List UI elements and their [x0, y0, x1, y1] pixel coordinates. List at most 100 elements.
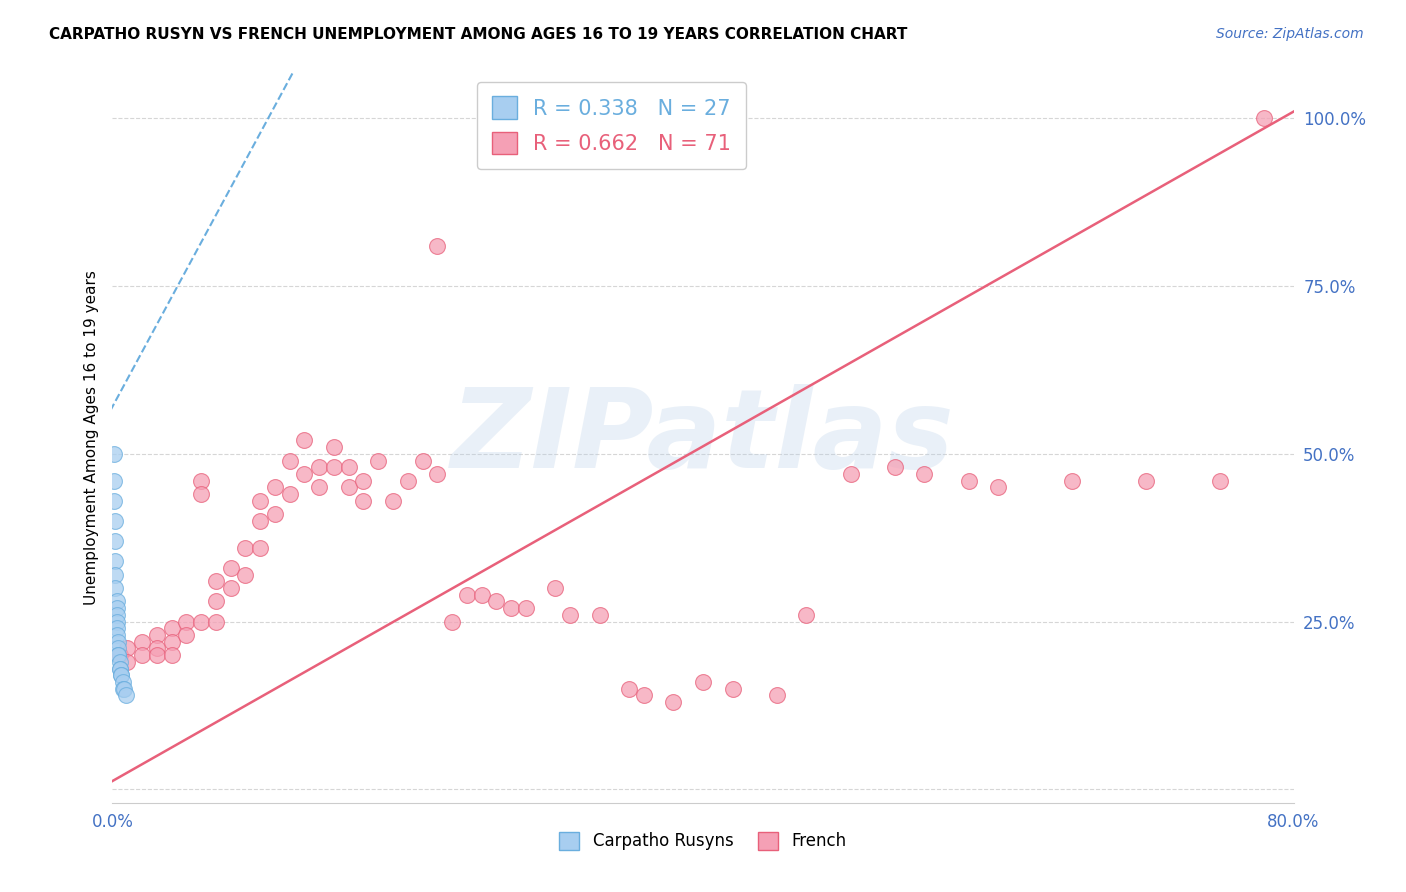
Point — [233, 541, 256, 555]
Point — [470, 588, 494, 602]
Point — [205, 574, 228, 589]
Point — [249, 493, 271, 508]
Point — [1135, 474, 1157, 488]
Point — [323, 460, 346, 475]
Point — [190, 474, 212, 488]
Point — [146, 648, 169, 662]
Point — [107, 634, 129, 648]
Point — [219, 561, 242, 575]
Point — [337, 480, 360, 494]
Point — [1062, 474, 1084, 488]
Point — [146, 641, 169, 656]
Point — [456, 588, 478, 602]
Point — [1208, 474, 1232, 488]
Point — [264, 508, 287, 522]
Point — [114, 689, 136, 703]
Point — [292, 434, 315, 448]
Point — [249, 514, 271, 528]
Point — [884, 460, 907, 475]
Point — [104, 554, 127, 568]
Point — [108, 655, 131, 669]
Point — [292, 467, 315, 481]
Point — [692, 675, 714, 690]
Point — [308, 480, 330, 494]
Point — [205, 594, 228, 608]
Point — [544, 581, 567, 595]
Point — [249, 541, 271, 555]
Point — [588, 607, 610, 622]
Point — [110, 668, 132, 682]
Point — [160, 621, 183, 635]
Point — [233, 567, 256, 582]
Point — [957, 474, 980, 488]
Point — [107, 648, 129, 662]
Point — [104, 534, 127, 549]
Point — [108, 662, 131, 676]
Point — [160, 634, 183, 648]
Point — [426, 239, 449, 253]
Point — [105, 594, 128, 608]
Point — [367, 453, 389, 467]
Point — [441, 615, 464, 629]
Point — [219, 581, 242, 595]
Point — [174, 615, 197, 629]
Point — [352, 474, 374, 488]
Point — [103, 474, 125, 488]
Point — [796, 607, 818, 622]
Point — [839, 467, 862, 481]
Point — [104, 514, 127, 528]
Point — [174, 628, 197, 642]
Point — [619, 681, 641, 696]
Point — [105, 601, 128, 615]
Point — [111, 681, 134, 696]
Point — [160, 648, 183, 662]
Point — [107, 648, 129, 662]
Point — [987, 480, 1010, 494]
Point — [103, 493, 125, 508]
Point — [485, 594, 508, 608]
Point — [105, 621, 128, 635]
Point — [146, 628, 169, 642]
Point — [721, 681, 744, 696]
Point — [108, 662, 131, 676]
Y-axis label: Unemployment Among Ages 16 to 19 years: Unemployment Among Ages 16 to 19 years — [83, 269, 98, 605]
Point — [1253, 112, 1275, 126]
Point — [190, 487, 212, 501]
Point — [633, 689, 655, 703]
Point — [104, 581, 127, 595]
Point — [104, 567, 127, 582]
Point — [107, 641, 129, 656]
Text: CARPATHO RUSYN VS FRENCH UNEMPLOYMENT AMONG AGES 16 TO 19 YEARS CORRELATION CHAR: CARPATHO RUSYN VS FRENCH UNEMPLOYMENT AM… — [49, 27, 908, 42]
Point — [352, 493, 374, 508]
Point — [766, 689, 789, 703]
Point — [558, 607, 582, 622]
Point — [278, 487, 301, 501]
Point — [105, 628, 128, 642]
Point — [426, 467, 449, 481]
Point — [105, 607, 128, 622]
Point — [111, 675, 134, 690]
Point — [117, 655, 138, 669]
Point — [411, 453, 433, 467]
Point — [103, 447, 125, 461]
Point — [396, 474, 419, 488]
Point — [501, 601, 523, 615]
Point — [662, 695, 685, 709]
Point — [110, 668, 132, 682]
Point — [308, 460, 330, 475]
Point — [112, 681, 135, 696]
Point — [131, 634, 153, 648]
Point — [515, 601, 537, 615]
Point — [205, 615, 228, 629]
Point — [108, 648, 131, 662]
Legend: Carpatho Rusyns, French: Carpatho Rusyns, French — [550, 822, 856, 860]
Point — [264, 480, 287, 494]
Point — [382, 493, 405, 508]
Point — [278, 453, 301, 467]
Text: ZIPatlas: ZIPatlas — [451, 384, 955, 491]
Point — [131, 648, 153, 662]
Point — [323, 440, 346, 454]
Point — [337, 460, 360, 475]
Text: Source: ZipAtlas.com: Source: ZipAtlas.com — [1216, 27, 1364, 41]
Point — [105, 615, 128, 629]
